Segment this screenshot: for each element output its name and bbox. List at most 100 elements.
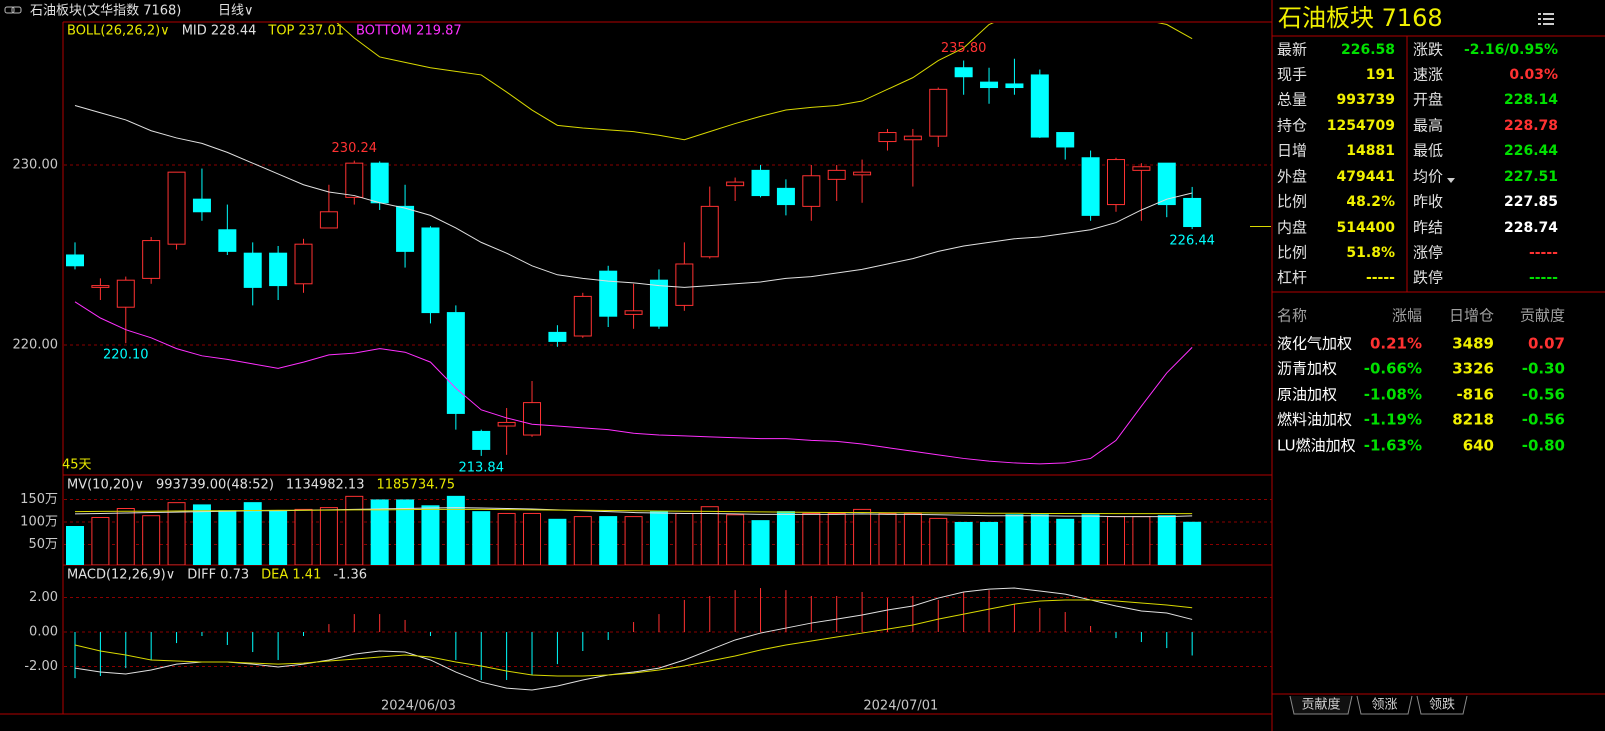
quote-label: 持仓 [1277,117,1307,135]
table-header: 涨幅 [1392,307,1422,325]
range-label: 45天 [62,458,92,473]
table-cell: -0.56 [1522,386,1565,404]
quote-label: 总量 [1277,91,1307,109]
candle-body [929,88,948,137]
volume-bar [167,502,186,565]
candle-body [599,270,618,317]
tab[interactable] [1416,695,1468,715]
y-tick-label: -2.00 [24,659,58,674]
volume-bar [573,516,592,565]
quote-value: 479441 [1337,169,1395,185]
candle-body [853,171,872,176]
y-tick-label: 100万 [20,515,58,530]
candle-body [421,227,440,314]
volume-bar [269,510,288,565]
legend-item: BOTTOM 219.87 [356,24,462,39]
candle-body [1132,166,1151,171]
candle-body [1081,157,1100,216]
candle-body [497,421,516,427]
quote-label: 比例 [1277,244,1307,262]
quote-label: 内盘 [1277,219,1307,237]
candle-body [827,169,846,180]
table-cell: 原油加权 [1277,386,1337,404]
plot-area [66,23,1202,465]
volume-bar [675,512,694,565]
quote-value: ----- [1529,270,1558,286]
volume-bar [929,517,948,565]
tab[interactable] [1289,695,1353,715]
candle-body [167,171,186,245]
volume-bar [66,526,84,565]
quote-label: 外盘 [1277,168,1307,186]
volume-bar [421,505,440,565]
quote-label: 开盘 [1413,91,1443,109]
legend-item: MACD(12,26,9)∨ [67,568,175,583]
price-annotation: 220.10 [103,348,149,363]
candle-body [903,135,922,141]
volume-bar [142,515,161,565]
volume-bar [396,499,415,565]
tab-label[interactable]: 贡献度 [1301,697,1340,713]
volume-bar [192,504,211,565]
indicator-line [74,508,1193,515]
candle-body [1005,83,1024,89]
quote-value: 51.8% [1346,245,1395,261]
table-cell: LU燃油加权 [1277,437,1356,455]
candle-body [472,430,491,450]
indicator-line [336,23,1193,141]
tab[interactable] [1356,695,1413,715]
table-cell: -0.80 [1522,437,1565,455]
quote-value: 228.74 [1504,220,1558,236]
quote-value: 14881 [1346,143,1395,159]
table-cell: 8218 [1452,411,1494,429]
table-header: 日增仓 [1449,307,1494,325]
quote-label: 速涨 [1413,66,1443,84]
table-header: 贡献度 [1520,307,1565,325]
volume-bar [954,521,973,565]
table-cell: -1.08% [1364,386,1422,404]
quote-label: 比例 [1277,193,1307,211]
volume-bar [1132,516,1151,565]
candle-body [649,279,668,327]
legend-item: MID 228.44 [182,24,257,39]
candle-body [624,310,643,315]
menu-icon[interactable] [1538,13,1554,25]
period-selector[interactable]: 日线∨ [218,4,254,19]
table-cell: -0.56 [1522,411,1565,429]
quote-value: 228.14 [1504,92,1558,108]
quote-label: 昨结 [1413,219,1443,237]
volume-bar [472,511,491,565]
quote-label: 现手 [1277,66,1307,84]
x-tick-label: 2024/07/01 [863,699,938,714]
volume-bar [624,516,643,565]
candle-body [1157,162,1176,206]
candle-body [269,252,288,287]
tab-label[interactable]: 领涨 [1371,698,1397,713]
quote-value: 1254709 [1327,118,1395,134]
candle-body [878,132,897,143]
volume-bar [776,511,795,565]
candle-body [726,181,745,187]
volume-bar [802,512,821,565]
window-icon [4,6,22,14]
table-cell: 燃料油加权 [1277,411,1352,429]
candle-body [142,240,161,279]
volume-bar [497,512,516,565]
candle-body [548,331,567,342]
quote-value: -2.16/0.95% [1464,42,1558,58]
quote-value: 226.44 [1504,143,1558,159]
volume-bar [980,521,999,565]
indicator-line [74,301,1193,465]
price-annotation: 226.44 [1169,234,1215,249]
candle-body [319,211,338,229]
table-cell: 0.21% [1370,335,1422,353]
legend-item: DEA 1.41 [261,568,321,583]
volume-bar [243,502,262,565]
candle-body [751,169,770,197]
quote-value: 993739 [1337,92,1395,108]
volume-bar [700,506,719,565]
candle-body [1056,132,1075,148]
tab-label[interactable]: 领跌 [1429,697,1455,713]
quote-value: 227.85 [1504,194,1558,210]
